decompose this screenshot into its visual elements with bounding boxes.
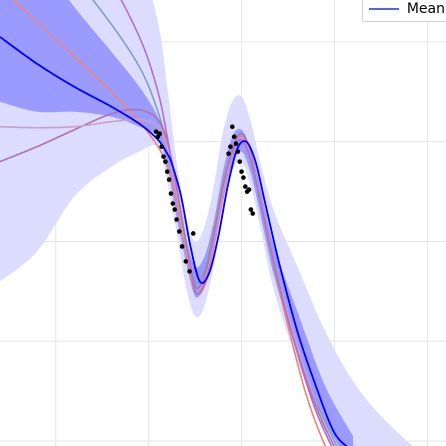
observation-point (229, 124, 235, 130)
observation-points (153, 124, 256, 274)
sample-line (120, 0, 335, 446)
observation-point (231, 134, 237, 139)
confidence-band-inner (0, 0, 354, 446)
observation-point (233, 141, 239, 146)
observation-point (190, 231, 196, 236)
observation-point (164, 169, 170, 174)
legend-mean-label: Mean (406, 1, 445, 17)
legend: Mean (361, 0, 446, 22)
legend-mean-swatch (368, 8, 399, 10)
observation-point (243, 184, 248, 189)
observation-point (174, 217, 179, 222)
observation-point (241, 175, 246, 180)
observation-point (228, 144, 233, 149)
observation-point (172, 207, 177, 212)
observation-point (170, 201, 176, 206)
observation-point (177, 229, 182, 234)
uncertainty-bands (0, 0, 413, 446)
observation-point (159, 144, 164, 149)
observation-point (163, 159, 168, 164)
observation-point (248, 207, 254, 212)
observation-point (179, 244, 185, 249)
observation-point (226, 151, 231, 156)
observation-point (168, 191, 174, 196)
observation-point (237, 159, 243, 164)
observation-point (183, 259, 189, 264)
observation-point (153, 129, 159, 135)
mean-line (0, 36, 348, 446)
observation-point (246, 187, 252, 192)
observation-point (187, 269, 192, 274)
observation-point (250, 211, 256, 216)
observation-point (235, 149, 241, 154)
observation-point (161, 154, 166, 159)
observation-point (166, 177, 172, 182)
mean-line-group (0, 36, 348, 446)
observation-point (157, 131, 163, 137)
observation-point (239, 169, 244, 174)
